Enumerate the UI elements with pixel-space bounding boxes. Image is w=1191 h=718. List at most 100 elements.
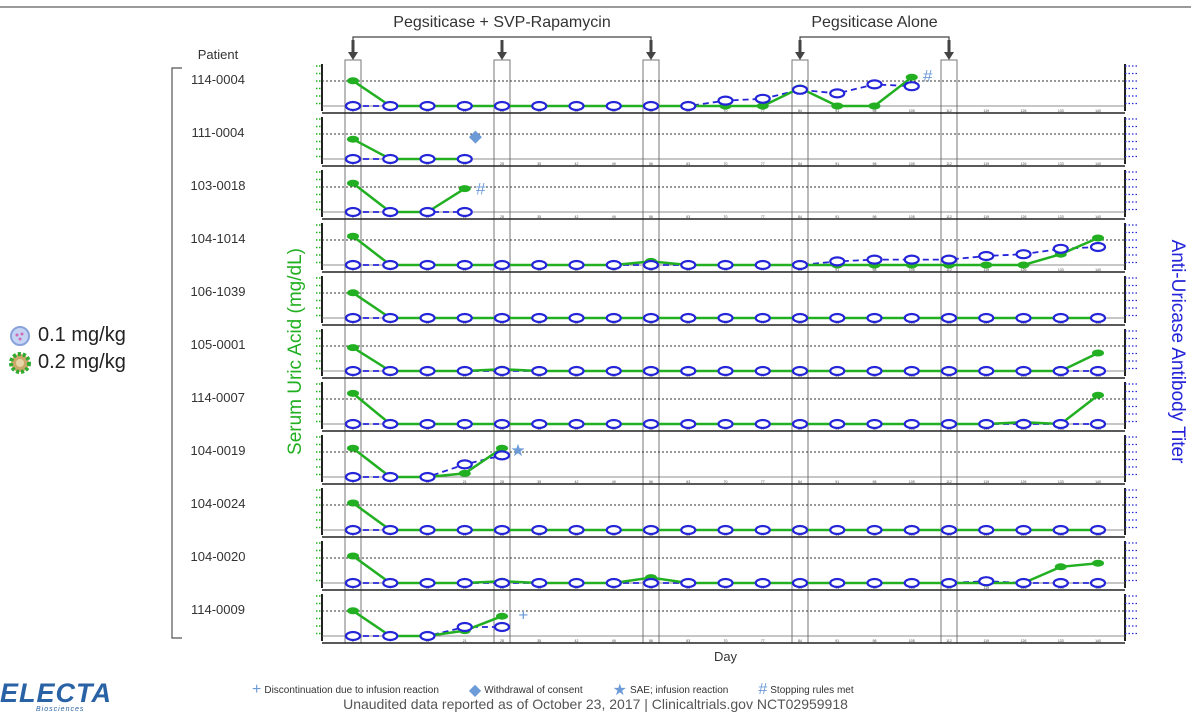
antibody-point: [940, 365, 958, 377]
antibody-point: [1052, 418, 1069, 430]
x-tick-label: 126: [1021, 268, 1027, 272]
antibody-point: [568, 259, 585, 271]
x-tick-label: 21: [463, 480, 467, 484]
x-tick-label: 70: [724, 162, 728, 166]
patient-panel: 105-000107142128354249566370778491981051…: [191, 329, 1137, 379]
antibody-point: [419, 630, 436, 642]
x-tick-label: 133: [1058, 639, 1064, 643]
antibody-point: [493, 259, 511, 271]
phase1-label: Pegsiticase + SVP-Rapamycin: [393, 14, 610, 31]
antibody-point: [829, 418, 846, 430]
antibody-point: [791, 365, 809, 377]
antibody-point: [866, 79, 883, 90]
antibody-point: [1089, 577, 1107, 589]
x-tick-label: 28: [500, 215, 504, 219]
antibody-point: [531, 312, 548, 324]
antibody-point: [829, 577, 846, 589]
x-tick-label: 98: [873, 109, 877, 113]
antibody-point: [978, 418, 995, 430]
antibody-point: [419, 577, 436, 589]
uric-acid-point: [347, 344, 359, 352]
x-tick-label: 98: [873, 639, 877, 643]
patient-id-label: 103-0018: [191, 178, 246, 193]
antibody-point: [605, 259, 622, 271]
dose-column-box: [940, 59, 958, 644]
uric-acid-point: [1092, 349, 1104, 357]
phase2-label: Pegsiticase Alone: [811, 14, 937, 31]
antibody-point: [419, 206, 436, 218]
x-tick-label: 105: [909, 480, 915, 484]
x-tick-label: 91: [835, 480, 839, 484]
x-tick-label: 28: [500, 162, 504, 166]
antibody-point: [1089, 365, 1107, 377]
antibody-point: [1089, 241, 1107, 253]
antibody-point: [829, 524, 846, 536]
antibody-point: [382, 630, 399, 642]
y-axis-title-left: Serum Uric Acid (mg/dL): [285, 248, 306, 455]
antibody-point: [791, 577, 809, 589]
antibody-point: [568, 418, 585, 430]
antibody-point: [419, 471, 436, 483]
antibody-point: [791, 84, 809, 95]
antibody-point: [940, 524, 958, 536]
antibody-point: [568, 312, 585, 324]
antibody-point: [903, 254, 920, 265]
antibody-point: [344, 206, 362, 218]
antibody-point: [382, 418, 399, 430]
x-tick-label: 63: [686, 215, 690, 219]
dose-column-box: [791, 59, 809, 644]
footnote: Unaudited data reported as of October 23…: [343, 696, 848, 712]
antibody-point: [903, 577, 920, 589]
antibody-point: [642, 577, 660, 589]
antibody-point: [382, 206, 399, 218]
antibody-point: [1089, 418, 1107, 430]
antibody-point: [1052, 243, 1069, 254]
antibody-point: [642, 100, 660, 112]
patient-id-label: 106-1039: [191, 284, 246, 299]
x-tick-label: 126: [1021, 162, 1027, 166]
patient-id-label: 114-0009: [191, 602, 245, 617]
antibody-point: [903, 418, 920, 430]
x-tick-label: 105: [909, 215, 915, 219]
x-tick-label: 49: [612, 215, 616, 219]
antibody-point: [456, 577, 473, 589]
antibody-point: [754, 524, 771, 536]
antibody-point: [1052, 577, 1069, 589]
x-tick-label: 63: [686, 162, 690, 166]
antibody-point: [717, 95, 734, 106]
antibody-point: [940, 312, 958, 324]
dose-arrow-head: [646, 52, 656, 60]
x-tick-label: 49: [612, 639, 616, 643]
antibody-point: [531, 365, 548, 377]
x-tick-label: 42: [575, 162, 579, 166]
antibody-point: [382, 471, 399, 483]
uric-acid-point: [458, 469, 471, 477]
uric-acid-series-line: [352, 138, 465, 161]
antibody-point: [419, 312, 436, 324]
uric-acid-point: [347, 179, 359, 187]
antibody-point: [419, 365, 436, 377]
antibody-point: [568, 577, 585, 589]
patient-id-label: 114-0007: [191, 390, 245, 405]
antibody-point: [531, 259, 548, 271]
uric-acid-point: [868, 102, 881, 110]
x-tick-label: 49: [612, 480, 616, 484]
logo-text: ELECTA: [0, 678, 112, 708]
antibody-point: [456, 206, 473, 218]
uric-acid-point: [458, 185, 471, 193]
patient-id-label: 105-0001: [191, 337, 246, 352]
uric-acid-point: [347, 135, 359, 143]
x-tick-label: 56: [649, 215, 653, 219]
antibody-point: [605, 577, 622, 589]
x-tick-label: 140: [1095, 109, 1101, 113]
antibody-point: [568, 524, 585, 536]
antibody-point: [680, 312, 697, 324]
dose-arrow-head: [497, 52, 507, 60]
antibody-point: [978, 524, 995, 536]
patient-id-label: 104-0024: [191, 496, 246, 511]
x-tick-label: 28: [500, 480, 504, 484]
antibody-point: [344, 153, 362, 165]
x-tick-label: 77: [761, 162, 765, 166]
x-tick-label: 112: [946, 109, 952, 113]
